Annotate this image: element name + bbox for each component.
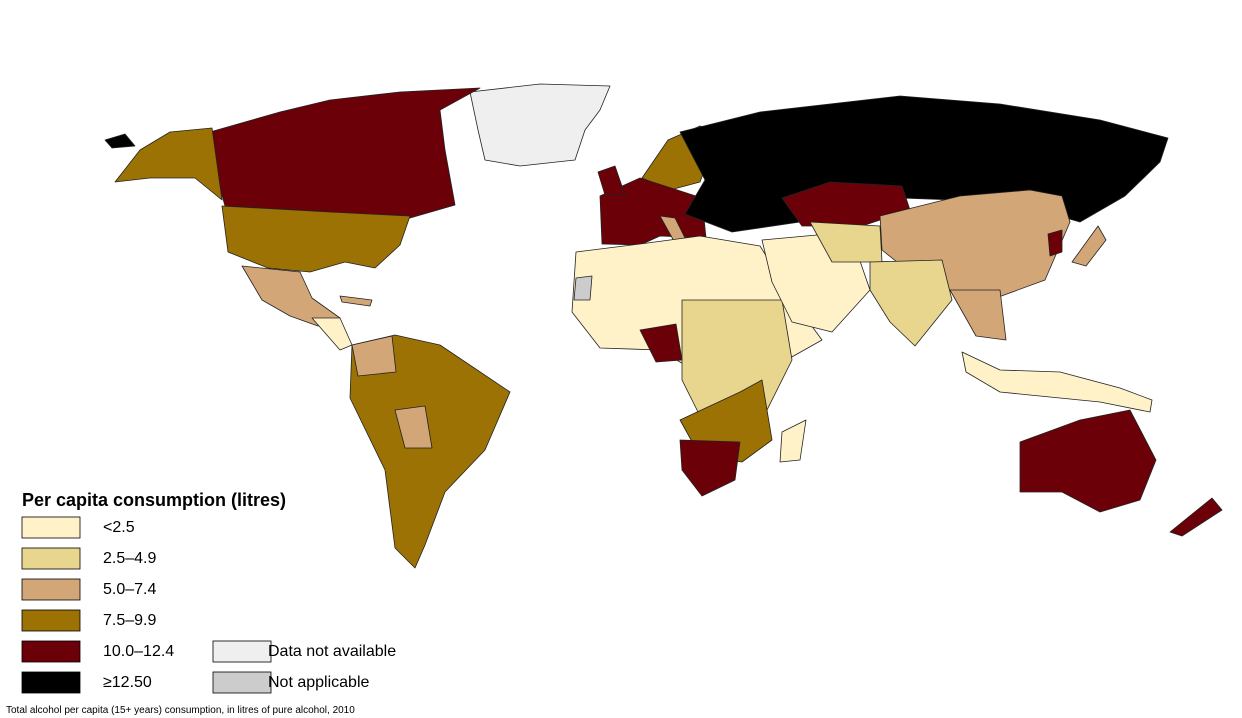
korea xyxy=(1047,229,1063,257)
legend-label: ≥12.50 xyxy=(103,674,152,691)
caribbean xyxy=(339,295,373,307)
legend-label: 5.0–7.4 xyxy=(103,581,156,598)
legend-label: Not applicable xyxy=(268,674,370,691)
legend-label: Data not available xyxy=(268,643,396,660)
legend-label: 10.0–12.4 xyxy=(103,643,174,660)
footnote: Total alcohol per capita (15+ years) con… xyxy=(6,705,355,716)
south-africa xyxy=(679,439,741,497)
legend-label: 7.5–9.9 xyxy=(103,612,156,629)
south-america xyxy=(349,334,511,569)
madagascar xyxy=(779,419,807,463)
japan xyxy=(1071,225,1107,267)
legend-swatch xyxy=(21,640,81,663)
map-regions xyxy=(104,83,1223,569)
andes-north xyxy=(351,335,397,377)
russia-east-tip xyxy=(104,133,136,149)
alaska xyxy=(114,127,223,201)
australia xyxy=(1019,409,1157,513)
legend-label: <2.5 xyxy=(103,519,135,536)
indonesia xyxy=(961,351,1153,413)
uk xyxy=(597,165,626,196)
new-zealand xyxy=(1169,497,1223,537)
legend-title: Per capita consumption (litres) xyxy=(22,490,286,510)
legend-swatch xyxy=(21,609,81,632)
mexico xyxy=(241,265,341,327)
greenland xyxy=(469,83,611,167)
legend-swatch xyxy=(212,640,272,663)
india xyxy=(869,259,953,347)
legend-swatch xyxy=(21,547,81,570)
legend-swatch xyxy=(21,578,81,601)
southeast-asia xyxy=(949,289,1007,341)
legend-swatch xyxy=(212,671,272,694)
usa xyxy=(221,205,411,273)
bolivia-paraguay xyxy=(394,405,433,449)
legend-swatch xyxy=(21,671,81,694)
nigeria xyxy=(639,323,683,363)
legend-label: 2.5–4.9 xyxy=(103,550,156,567)
canada xyxy=(209,87,481,219)
central-america xyxy=(311,317,353,351)
legend-swatch xyxy=(21,516,81,539)
western-sahara xyxy=(573,275,593,301)
legend: Per capita consumption (litres) <2.5 2.5–… xyxy=(21,490,396,694)
